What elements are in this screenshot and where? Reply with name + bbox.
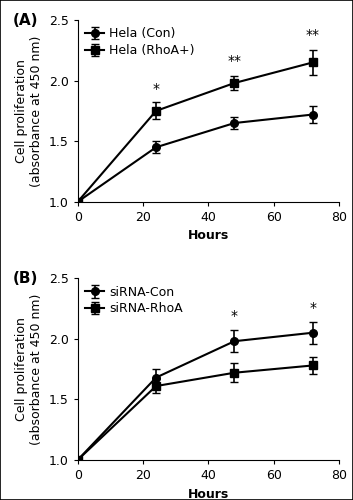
Text: *: * — [309, 300, 316, 314]
X-axis label: Hours: Hours — [188, 488, 229, 500]
Legend: Hela (Con), Hela (RhoA+): Hela (Con), Hela (RhoA+) — [84, 26, 196, 58]
Text: (B): (B) — [12, 271, 38, 286]
Text: *: * — [231, 309, 238, 323]
Text: (A): (A) — [12, 12, 38, 28]
Text: **: ** — [227, 54, 241, 68]
Y-axis label: Cell proliferation
(absorbance at 450 nm): Cell proliferation (absorbance at 450 nm… — [15, 35, 43, 186]
Text: **: ** — [306, 28, 320, 42]
Text: *: * — [152, 82, 160, 96]
X-axis label: Hours: Hours — [188, 230, 229, 242]
Legend: siRNA-Con, siRNA-RhoA: siRNA-Con, siRNA-RhoA — [84, 284, 184, 316]
Y-axis label: Cell proliferation
(absorbance at 450 nm): Cell proliferation (absorbance at 450 nm… — [15, 294, 43, 445]
